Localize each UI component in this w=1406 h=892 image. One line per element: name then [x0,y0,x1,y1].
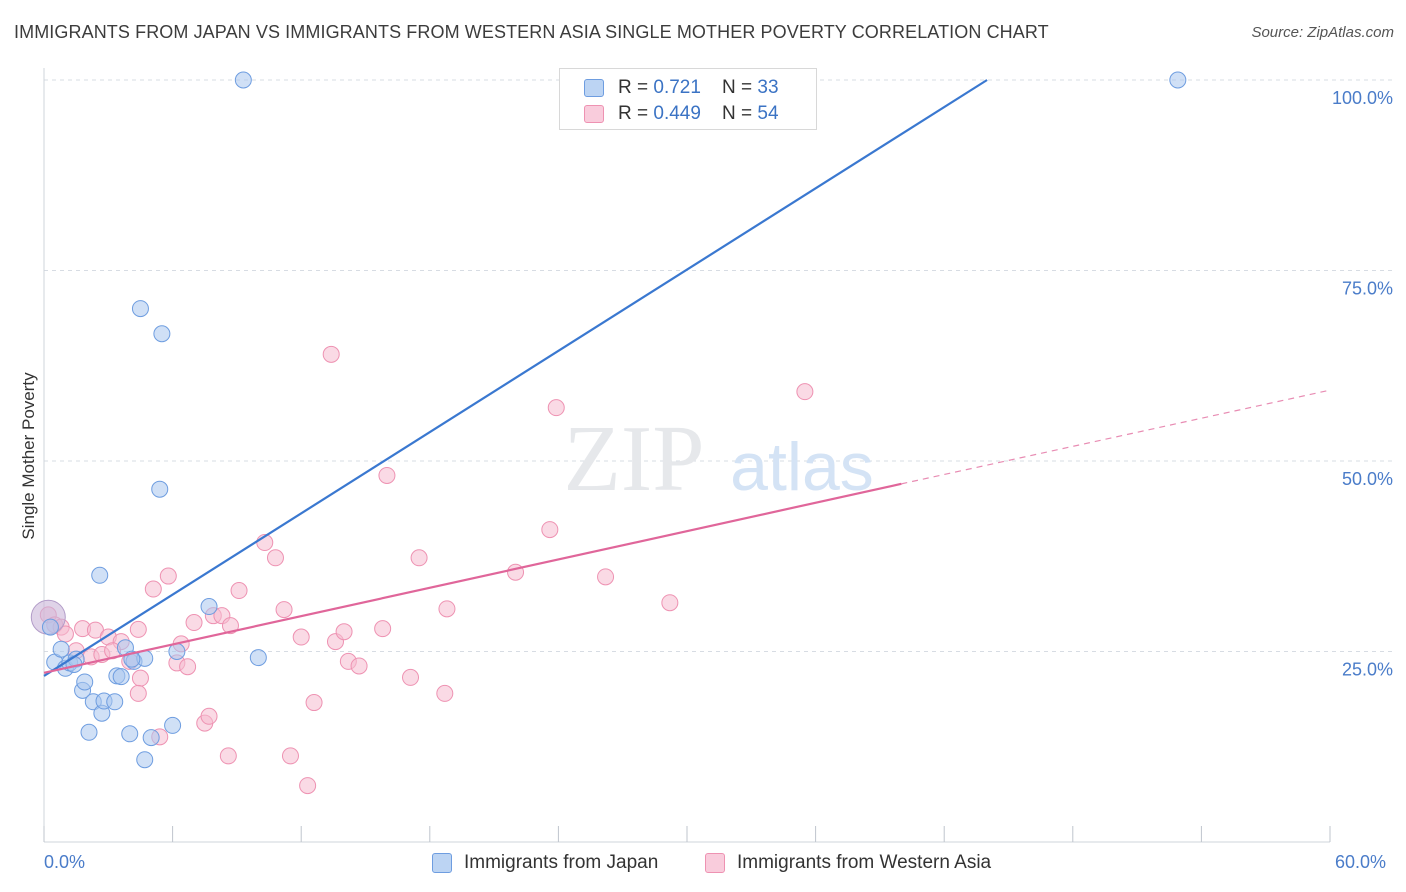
data-point-western-asia [374,620,392,638]
data-point-japan [136,751,154,769]
legend-item-western-asia: Immigrants from Western Asia [705,852,991,874]
trend-line-western-asia [43,482,902,674]
legend-swatch-japan [584,79,604,97]
data-point-western-asia [221,617,239,635]
western-asia-swatch [705,853,725,873]
y-tick-label: 75.0% [1342,279,1393,299]
data-point-western-asia [661,594,679,612]
y-tick-label: 50.0% [1342,469,1393,489]
data-point-western-asia [350,657,368,675]
legend-label-japan: Immigrants from Japan [464,852,659,873]
data-point-japan [80,723,98,741]
series-western-asia [30,345,814,795]
data-point-japan [234,71,252,89]
y-tick-label: 100.0% [1332,88,1393,108]
data-point-western-asia [335,623,353,641]
legend-n-value: 33 [757,77,779,98]
data-point-western-asia [159,567,177,585]
data-point-japan [52,640,70,658]
data-point-western-asia [410,549,428,567]
data-point-japan [131,300,149,318]
data-point-japan [121,725,139,743]
legend-swatch-western-asia [584,105,604,123]
legend-row-western-asia: R = 0.449 N = 54 [584,102,779,126]
grid-layer [43,68,1394,843]
data-point-western-asia [292,628,310,646]
legend-item-japan: Immigrants from Japan [432,852,658,874]
data-point-japan [164,716,182,734]
data-point-japan [151,480,169,498]
japan-swatch [432,853,452,873]
legend-n-label: N = [722,77,758,98]
data-point-japan [1169,71,1187,89]
data-point-western-asia [275,601,293,619]
data-point-western-asia [402,668,420,686]
legend-n-value: 54 [757,103,779,124]
trend-line-japan [43,79,988,677]
data-point-western-asia [185,614,203,632]
data-point-japan [142,729,160,747]
chart-title: IMMIGRANTS FROM JAPAN VS IMMIGRANTS FROM… [14,22,1049,42]
y-tick-label: 25.0% [1342,660,1393,680]
correlation-legend: R = 0.721 N = 33 R = 0.449 N = 54 [559,68,817,130]
watermark-atlas: atlas [730,429,874,505]
data-point-japan [41,618,59,636]
data-point-western-asia [299,777,317,795]
trend-lines [43,79,1331,677]
data-point-western-asia [436,684,454,702]
data-point-western-asia [179,658,197,676]
data-point-japan [106,693,124,711]
data-point-western-asia [266,549,284,567]
data-point-western-asia [129,620,147,638]
legend-r-label: R = [618,103,654,124]
data-point-western-asia [597,568,615,586]
series-legend: Immigrants from Japan Immigrants from We… [0,852,1406,878]
data-point-japan [112,668,130,686]
data-point-western-asia [219,747,237,765]
watermark: ZIP atlas [564,407,874,511]
data-point-western-asia [796,383,814,401]
series-japan [41,71,1187,769]
data-point-japan [76,673,94,691]
data-point-western-asia [378,466,396,484]
x-tick-label-max: 60.0% [1335,852,1387,872]
data-point-western-asia [131,669,149,687]
data-point-western-asia [129,684,147,702]
legend-label-western-asia: Immigrants from Western Asia [737,852,992,873]
data-point-western-asia [281,747,299,765]
data-point-japan [200,598,218,616]
data-point-western-asia [144,580,162,598]
data-point-western-asia [438,600,456,618]
legend-r-label: R = [618,77,654,98]
data-point-western-asia [541,521,559,539]
data-point-western-asia [305,694,323,712]
data-point-japan [91,566,109,584]
data-point-japan [153,325,171,343]
watermark-zip: ZIP [564,407,705,511]
legend-r-value: 0.721 [653,77,701,98]
data-point-western-asia [322,345,340,363]
data-point-western-asia [230,582,248,600]
legend-n-label: N = [722,103,758,124]
data-point-western-asia [200,707,218,725]
data-point-japan [249,649,267,667]
x-tick-label-min: 0.0% [44,852,86,872]
legend-row-japan: R = 0.721 N = 33 [584,76,779,100]
data-point-western-asia [547,399,565,417]
legend-r-value: 0.449 [653,103,701,124]
source-label: Source: ZipAtlas.com [1251,24,1394,41]
trend-line-western-asia-extension [901,389,1331,485]
y-tick-labels: 25.0% 50.0% 75.0% 100.0% [1332,88,1393,680]
